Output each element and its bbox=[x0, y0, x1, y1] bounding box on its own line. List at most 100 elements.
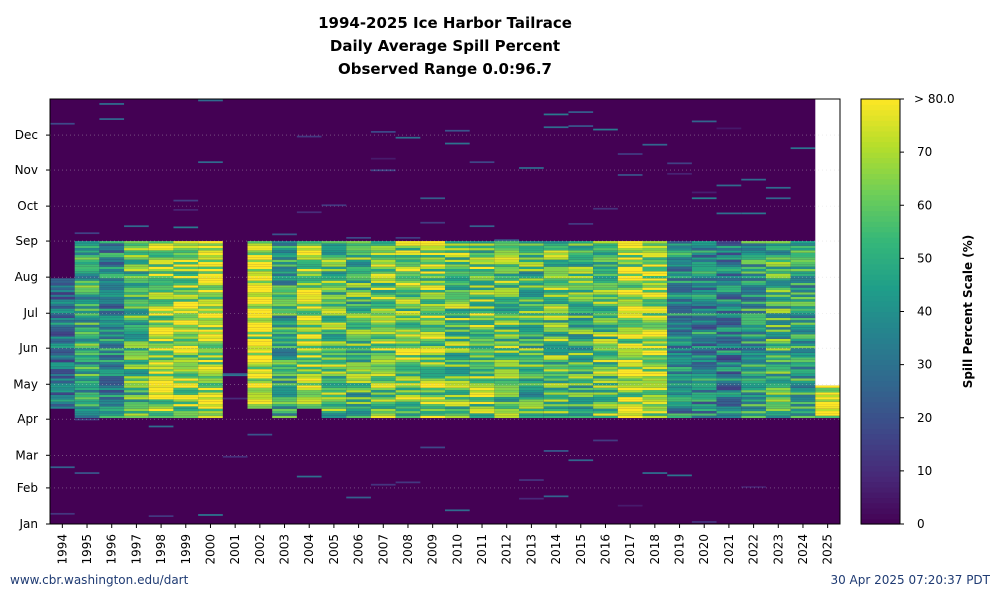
heatmap-cell-2016 bbox=[593, 399, 618, 402]
heatmap-cell-1995 bbox=[74, 364, 100, 367]
heatmap-cell-2013 bbox=[519, 415, 544, 419]
heatmap-cell-2019 bbox=[667, 282, 692, 286]
heatmap-cell-1998 bbox=[148, 292, 174, 295]
heatmap-cell-2015 bbox=[568, 413, 594, 416]
heatmap-cell-1998 bbox=[148, 404, 174, 407]
heatmap-cell-2010 bbox=[445, 250, 470, 253]
heatmap-cell-2010 bbox=[445, 383, 470, 386]
heatmap-cell-2009 bbox=[420, 285, 445, 288]
heatmap-cell-2009 bbox=[420, 310, 445, 314]
heatmap-cell-1999 bbox=[173, 294, 199, 297]
heatmap-cell-2012 bbox=[494, 306, 520, 309]
heatmap-cell-2010 bbox=[445, 392, 470, 395]
heatmap-cell-2016 bbox=[593, 378, 618, 381]
heatmap-cell-2021 bbox=[716, 278, 742, 281]
colorbar-segment bbox=[861, 242, 900, 249]
heatmap-cell-2004 bbox=[296, 310, 322, 314]
heatmap-cell-1997 bbox=[124, 359, 149, 363]
heatmap-cell-1998 bbox=[148, 262, 174, 265]
heatmap-cell-2023 bbox=[765, 352, 791, 356]
heatmap-cell-1995 bbox=[74, 371, 100, 374]
heatmap-cell-1999 bbox=[173, 343, 199, 346]
heatmap-cell-2023 bbox=[765, 280, 791, 283]
heatmap-cell-2008 bbox=[395, 264, 421, 267]
heatmap-cell-2003 bbox=[272, 315, 297, 318]
heatmap-cell-2021 bbox=[716, 362, 742, 365]
heatmap-cell-2006 bbox=[346, 299, 371, 302]
heatmap-cell-1999 bbox=[173, 378, 199, 381]
heatmap-cell-2012 bbox=[494, 241, 520, 244]
heatmap-cell-2012 bbox=[494, 301, 520, 304]
heatmap-cell-1995 bbox=[74, 350, 100, 353]
heatmap-cell-2021 bbox=[716, 252, 742, 256]
heatmap-cell-2003 bbox=[272, 271, 297, 274]
heatmap-cell-2020 bbox=[691, 387, 717, 391]
heatmap-cell-2016 bbox=[593, 348, 618, 351]
heatmap-cell-2000 bbox=[198, 385, 223, 388]
heatmap-cell-1994 bbox=[50, 327, 75, 330]
heatmap-cell-2010 bbox=[445, 320, 470, 323]
heatmap-cell-1999 bbox=[173, 331, 199, 335]
heatmap-cell-2009 bbox=[420, 278, 445, 281]
heatmap-cell-2014 bbox=[543, 266, 569, 269]
heatmap-cell-2017 bbox=[617, 278, 643, 281]
footer-source-link[interactable]: www.cbr.washington.edu/dart bbox=[10, 573, 189, 587]
heatmap-cell-2014 bbox=[543, 331, 569, 335]
heatmap-cell-1999 bbox=[173, 262, 199, 265]
heatmap-cell-2003 bbox=[272, 378, 297, 381]
heatmap-cell-2003 bbox=[272, 390, 297, 393]
heatmap-cell-2009 bbox=[420, 343, 445, 346]
heatmap-cell-2011 bbox=[469, 296, 495, 300]
heatmap-cell-2002 bbox=[247, 257, 273, 260]
heatmap-cell-2015 bbox=[568, 264, 594, 267]
heatmap-cell-2019 bbox=[667, 394, 692, 398]
heatmap-cell-2021 bbox=[716, 394, 742, 398]
heatmap-cell-1994 bbox=[50, 285, 75, 288]
heatmap-cell-2000 bbox=[198, 411, 223, 414]
heatmap-cell-2017 bbox=[617, 282, 643, 286]
heatmap-cell-1995 bbox=[74, 343, 100, 346]
heatmap-cell-2017 bbox=[617, 399, 643, 402]
heatmap-cell-2011 bbox=[469, 259, 495, 263]
heatmap-cell-2012 bbox=[494, 413, 520, 416]
heatmap-cell-2022 bbox=[741, 257, 766, 260]
heatmap-cell-2016 bbox=[593, 313, 618, 316]
heatmap-cell-2023 bbox=[765, 397, 791, 400]
heatmap-cell-1998 bbox=[148, 355, 174, 358]
heatmap-cell-1995 bbox=[74, 383, 100, 386]
heatmap-cell-2004 bbox=[296, 348, 322, 351]
heatmap-cell-2002 bbox=[247, 394, 273, 398]
heatmap-cell-2013 bbox=[519, 315, 544, 318]
heatmap-cell-2006 bbox=[346, 345, 371, 349]
heatmap-cell-2020 bbox=[691, 341, 717, 344]
heatmap-cell-2003 bbox=[272, 252, 297, 256]
heatmap-cell-2014 bbox=[543, 282, 569, 286]
heatmap-cell-2017 bbox=[617, 257, 643, 260]
heatmap-cell-1997 bbox=[124, 322, 149, 325]
colorbar-segment bbox=[861, 433, 900, 440]
heatmap-cell-2024 bbox=[790, 315, 816, 318]
heatmap-cell-2002 bbox=[247, 294, 273, 297]
heatmap-cell-2014 bbox=[543, 413, 569, 416]
heatmap-cell-2008 bbox=[395, 415, 421, 419]
colorbar-segment bbox=[861, 454, 900, 461]
heatmap-cell-2002 bbox=[247, 259, 273, 263]
heatmap-cell-2019 bbox=[667, 296, 692, 300]
heatmap-cell-2009 bbox=[420, 345, 445, 349]
heatmap-cell-2008 bbox=[395, 413, 421, 416]
heatmap-cell-2003 bbox=[272, 257, 297, 260]
colorbar-segment bbox=[861, 369, 900, 376]
heatmap-cell-1999 bbox=[173, 313, 199, 316]
heatmap-cell-2022 bbox=[741, 350, 766, 353]
heatmap-cell-2011 bbox=[469, 329, 495, 332]
heatmap-cell-2010 bbox=[445, 415, 470, 419]
heatmap-cell-1999 bbox=[173, 310, 199, 314]
heatmap-cell-2009 bbox=[420, 404, 445, 407]
heatmap-cell-2023 bbox=[765, 278, 791, 281]
heatmap-cell-1995 bbox=[74, 369, 100, 372]
heatmap-cell-2017 bbox=[617, 259, 643, 263]
heatmap-cell-2011 bbox=[469, 225, 495, 228]
heatmap-cell-2014 bbox=[543, 355, 569, 358]
heatmap-cell-2002 bbox=[247, 282, 273, 286]
heatmap-cell-2013 bbox=[519, 378, 544, 381]
